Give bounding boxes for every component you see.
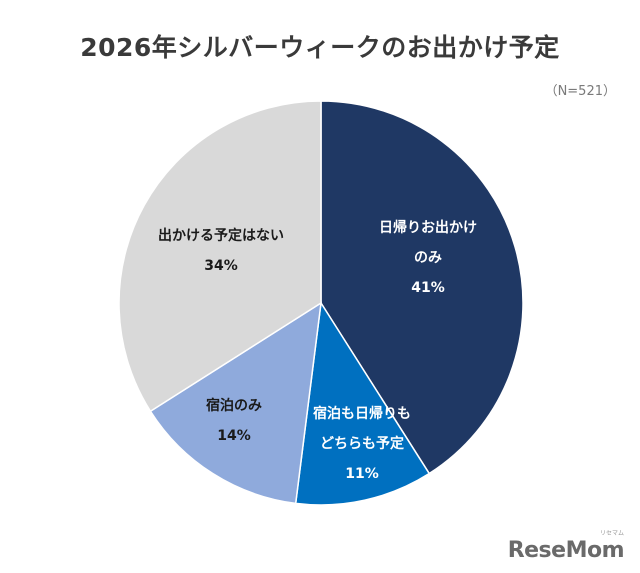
pie-slice-1: [294, 300, 431, 506]
slice-label-3-line-0: 出かける予定はない: [158, 227, 284, 244]
watermark-logo: ReseMom: [507, 538, 625, 563]
pie-slice-2: [149, 301, 322, 505]
slice-label-2-line-0: 宿泊のみ: [206, 397, 262, 414]
slice-value-label-3: 34%: [204, 258, 238, 274]
sample-size-label: （N=521）: [544, 84, 616, 99]
slice-value-label-0: 41%: [411, 280, 445, 296]
slice-value-label-1: 11%: [345, 466, 379, 482]
watermark-sub: リセマム: [599, 530, 624, 537]
slice-label-1-line-1: どちらも予定: [320, 435, 404, 452]
pie-slice-3: [118, 100, 322, 413]
slice-label-1-line-0: 宿泊も日帰りも: [313, 405, 411, 422]
slice-label-0-line-0: 日帰りお出かけ: [379, 219, 477, 236]
slice-label-0-line-1: のみ: [414, 250, 442, 266]
pie-slice-0: [320, 100, 524, 475]
slice-value-label-2: 14%: [217, 428, 251, 444]
chart-title: 2026年シルバーウィークのお出かけ予定: [80, 33, 560, 62]
